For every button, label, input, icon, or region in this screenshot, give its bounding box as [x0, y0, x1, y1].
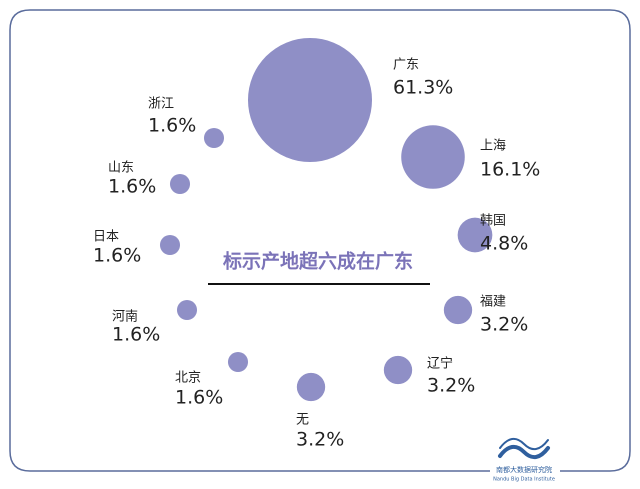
- logo-name: 南都大数据研究院: [496, 465, 552, 474]
- category-label: 北京: [175, 371, 201, 386]
- category-label: 韩国: [480, 214, 506, 229]
- category-label: 上海: [480, 139, 506, 154]
- value-label: 61.3%: [393, 77, 453, 99]
- bubble: [203, 127, 225, 149]
- logo-subtitle: Nandu Big Data Institute: [493, 477, 555, 483]
- value-label: 1.6%: [148, 115, 196, 137]
- category-label: 山东: [108, 161, 134, 176]
- logo-icon: [499, 437, 549, 451]
- bubble: [383, 355, 413, 385]
- chart-title: 标示产地超六成在广东: [223, 250, 413, 273]
- value-label: 3.2%: [296, 429, 344, 451]
- category-label: 日本: [93, 230, 119, 245]
- category-label: 河南: [112, 309, 138, 325]
- bubble: [159, 234, 181, 256]
- category-label: 福建: [480, 295, 506, 310]
- logo-icon: [498, 444, 550, 460]
- value-label: 1.6%: [93, 245, 141, 267]
- bubble: [457, 217, 493, 253]
- value-label: 16.1%: [480, 159, 540, 181]
- bubble: [247, 37, 373, 163]
- value-label: 3.2%: [427, 375, 475, 397]
- bubble: [296, 372, 326, 402]
- value-label: 1.6%: [112, 324, 160, 346]
- category-label: 无: [296, 413, 309, 428]
- bubble: [401, 125, 465, 189]
- bubble: [176, 299, 198, 321]
- bubble: [443, 295, 473, 325]
- value-label: 4.8%: [480, 233, 528, 255]
- category-label: 广东: [393, 58, 419, 73]
- category-label: 浙江: [148, 97, 174, 112]
- frame: [9, 9, 631, 472]
- value-label: 3.2%: [480, 314, 528, 336]
- value-label: 1.6%: [108, 176, 156, 198]
- category-label: 辽宁: [427, 356, 453, 372]
- bubble: [227, 351, 249, 373]
- bubble: [169, 173, 191, 195]
- value-label: 1.6%: [175, 387, 223, 409]
